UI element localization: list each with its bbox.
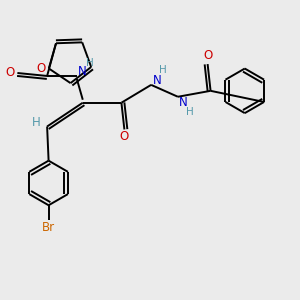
Text: H: H	[86, 58, 94, 68]
Text: O: O	[5, 67, 15, 80]
Text: O: O	[203, 49, 212, 62]
Text: N: N	[153, 74, 161, 87]
Text: O: O	[37, 62, 46, 75]
Text: O: O	[120, 130, 129, 143]
Text: H: H	[32, 116, 41, 128]
Text: H: H	[186, 106, 194, 117]
Text: N: N	[78, 65, 87, 78]
Text: H: H	[159, 65, 167, 75]
Text: N: N	[179, 96, 188, 109]
Text: Br: Br	[42, 221, 55, 234]
